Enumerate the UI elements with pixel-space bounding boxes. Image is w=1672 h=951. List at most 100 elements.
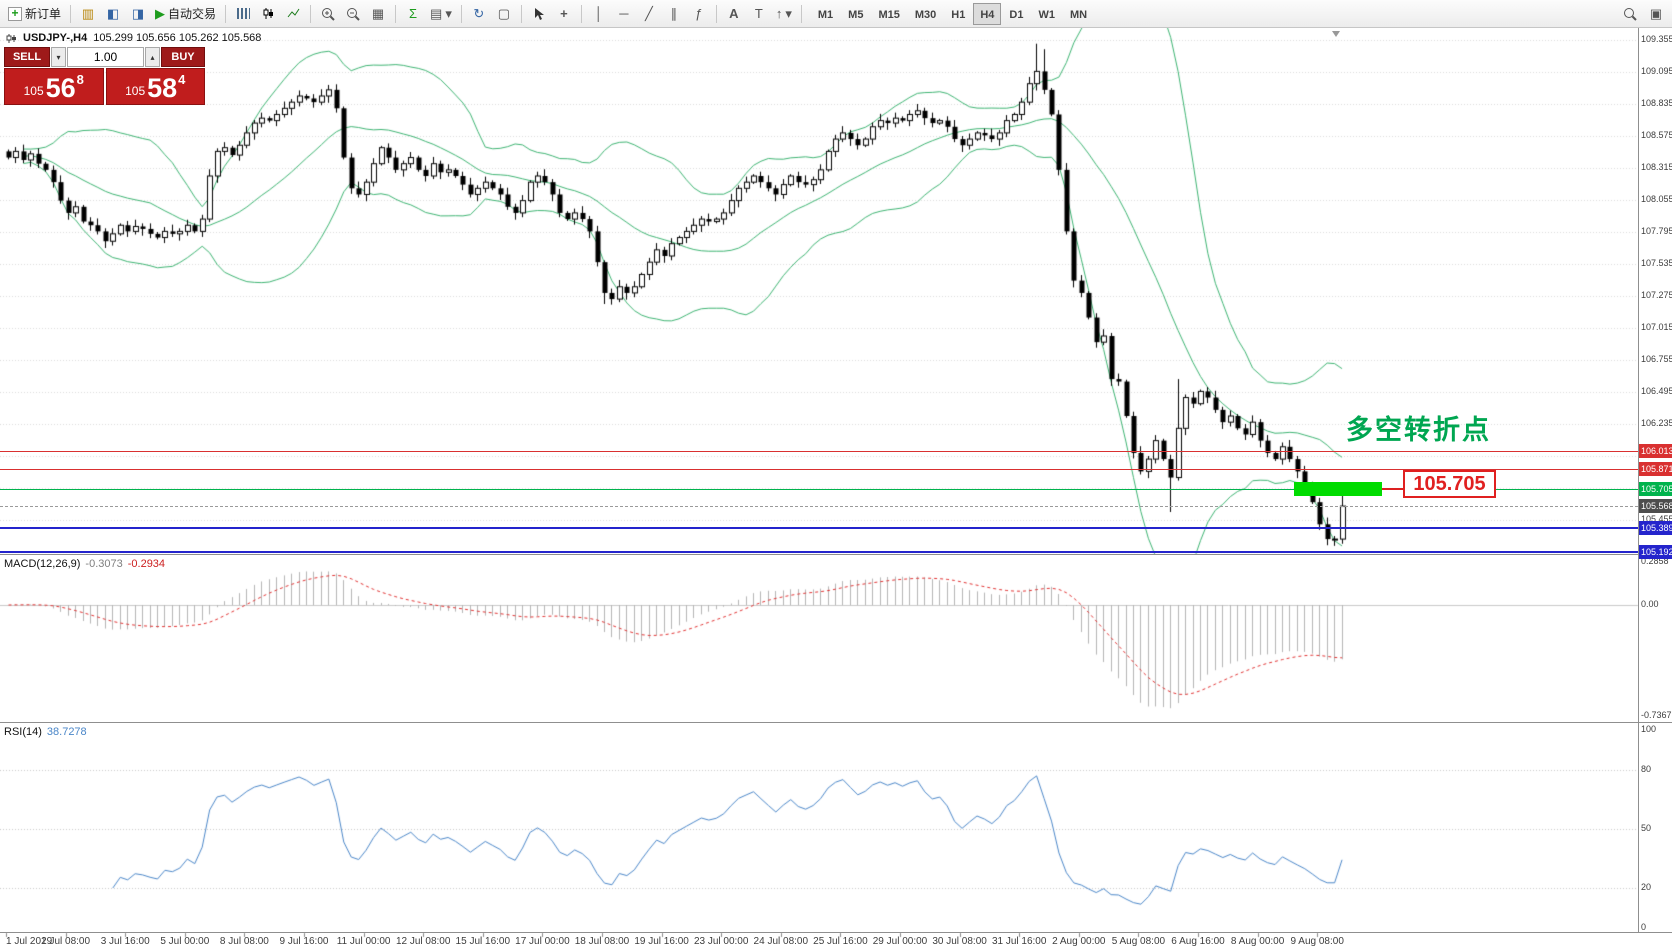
time-axis-label: 3 Jul 16:00 [100,936,150,947]
trendline-button[interactable]: ╱ [637,2,661,26]
toolbar-separator [225,4,227,23]
volume-decrease-button[interactable]: ▾ [51,47,66,67]
text-label-button[interactable]: T [747,2,771,26]
timeframe-button-d1[interactable]: D1 [1002,3,1030,25]
arrows-tool-button[interactable]: ↑ ▾ [772,2,796,26]
volume-increase-button[interactable]: ▴ [145,47,160,67]
time-axis-label: 9 Jul 16:00 [279,936,329,947]
timeframe-button-m30[interactable]: M30 [908,3,943,25]
time-axis-label: 2 Jul 08:00 [41,936,91,947]
rsi-axis-label: 0 [1641,922,1647,932]
toolbar-separator [395,4,397,23]
new-order-button[interactable]: + 新订单 [4,2,65,26]
current-price-badge: 105.568 [1639,499,1672,514]
text-tool-button[interactable]: A [722,2,746,26]
line-chart-button[interactable] [281,2,305,26]
vertical-line-button[interactable]: │ [587,2,611,26]
crosshair-button[interactable]: + [552,2,576,26]
time-axis-label: 1 Jul 2019 [6,936,53,947]
candlestick-chart-icon [262,7,275,20]
macd-axis-label: 0.2858 [1641,555,1669,566]
horizontal-level-line[interactable] [0,527,1638,530]
volume-input[interactable] [67,47,144,67]
panel-separator[interactable] [0,932,1672,933]
time-axis-label: 18 Jul 08:00 [574,936,630,947]
price-axis-label: 106.755 [1641,354,1672,364]
timeframe-button-h1[interactable]: H1 [944,3,972,25]
time-axis-label: 30 Jul 08:00 [932,936,987,947]
candlestick-chart-button[interactable] [256,2,280,26]
rsi-axis-label: 50 [1641,823,1652,833]
time-axis-label: 17 Jul 00:00 [515,936,570,947]
panel-separator[interactable] [0,722,1672,723]
chart-shift-marker[interactable] [1332,31,1340,37]
zoom-out-button[interactable] [341,2,365,26]
time-axis-label: 19 Jul 16:00 [634,936,689,947]
one-click-price-row: 105 56 8 105 58 4 [4,68,205,105]
price-axis-label: 105.455 [1641,514,1672,524]
arrows-tool-icon: ↑ [775,5,783,21]
timeframe-button-m5[interactable]: M5 [841,3,870,25]
buy-price-base: 105 [125,84,146,98]
refresh-icon: ↻ [473,5,485,21]
trendline-icon: ╱ [644,5,653,21]
sell-price-box[interactable]: 105 56 8 [4,68,104,105]
toolbar-right-group: ▣ [1618,2,1668,26]
windows-button[interactable]: ▣ [1644,2,1668,26]
price-callout-box[interactable]: 105.705 [1403,470,1496,498]
search-icon [1623,7,1637,21]
panel-separator[interactable] [0,554,1672,555]
toolbar-separator [580,4,582,23]
horizontal-level-line[interactable] [0,489,1638,491]
horizontal-level-line[interactable] [0,468,1638,470]
buy-price-box[interactable]: 105 58 4 [105,68,205,105]
bar-chart-button[interactable] [231,2,255,26]
main-toolbar: + 新订单 ▥ ◧ ◨ ▶ 自动交易 [0,0,1672,28]
horizontal-level-line[interactable] [0,451,1638,453]
market-watch-icon: ◧ [106,5,120,21]
profiles-icon: ▥ [81,5,95,21]
fibonacci-button[interactable]: ƒ [687,2,711,26]
chart-annotation-text[interactable]: 多空转折点 [1346,415,1491,446]
timeframe-button-m15[interactable]: M15 [871,3,906,25]
search-button[interactable] [1618,2,1642,26]
template-button[interactable]: ▤ ▾ [426,2,456,26]
highlight-rectangle[interactable] [1294,482,1382,496]
time-axis-label: 29 Jul 00:00 [872,936,928,947]
channel-button[interactable]: ∥ [662,2,686,26]
horizontal-line-icon: ─ [619,5,629,21]
indicators-button[interactable]: Σ [401,2,425,26]
cursor-button[interactable] [527,2,551,26]
full-chart-button[interactable]: ▢ [492,2,516,26]
macd-signal-value: -0.2934 [127,558,166,570]
toolbar-separator [520,4,522,23]
horizontal-level-line[interactable] [0,551,1638,554]
symbol-ohlc: 105.299 105.656 105.262 105.568 [93,32,262,44]
cursor-icon [533,7,545,21]
time-axis-label: 25 Jul 16:00 [813,936,868,947]
grid-button[interactable]: ▦ [366,2,390,26]
macd-axis-label: -0.7367 [1641,709,1672,720]
price-axis-badge: 106.013 [1639,444,1672,459]
fibonacci-icon: ƒ [695,5,703,21]
time-axis-label: 8 Aug 00:00 [1230,936,1285,947]
timeframe-button-w1[interactable]: W1 [1031,3,1062,25]
profiles-button[interactable]: ▥ [76,2,100,26]
zoom-in-button[interactable] [316,2,340,26]
sell-button[interactable]: SELL [4,47,50,67]
time-axis-label: 12 Jul 08:00 [395,936,451,947]
timeframe-button-mn[interactable]: MN [1063,3,1094,25]
refresh-button[interactable]: ↻ [467,2,491,26]
market-watch-button[interactable]: ◧ [101,2,125,26]
timeframe-button-m1[interactable]: M1 [811,3,840,25]
one-click-trading-panel: SELL ▾ ▴ BUY 105 56 8 105 58 4 [4,47,205,105]
template-icon: ▤ [430,5,443,21]
autotrade-button[interactable]: ▶ 自动交易 [151,2,220,26]
buy-button[interactable]: BUY [161,47,205,67]
data-window-button[interactable]: ◨ [126,2,150,26]
crosshair-icon: + [560,5,568,21]
timeframe-button-h4[interactable]: H4 [973,2,1002,25]
price-axis-label: 108.315 [1641,162,1672,172]
horizontal-line-button[interactable]: ─ [612,2,636,26]
